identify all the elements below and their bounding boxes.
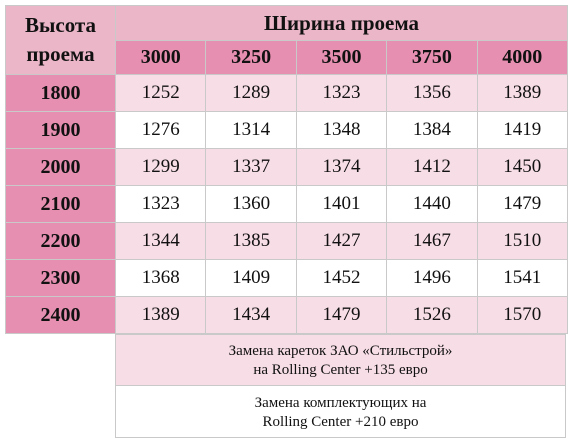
width-columns-row: 3000 3250 3500 3750 4000 xyxy=(6,40,569,75)
height-row-header: 2400 xyxy=(5,296,116,334)
notes-spacer xyxy=(5,334,115,438)
price-table: Высота проема Ширина проема 3000 3250 35… xyxy=(5,5,569,334)
note2-line1: Замена комплектующих на xyxy=(254,395,427,411)
price-cell: 1323 xyxy=(295,74,388,112)
height-row-header: 2000 xyxy=(5,148,116,186)
width-group-header: Ширина проема xyxy=(115,5,568,41)
table-row: 2200 1344 1385 1427 1467 1510 xyxy=(5,222,569,260)
price-cell: 1412 xyxy=(386,148,478,186)
price-cell: 1344 xyxy=(114,222,207,260)
price-cell: 1526 xyxy=(386,296,478,334)
price-cell: 1323 xyxy=(114,185,207,223)
price-cell: 1374 xyxy=(295,148,388,186)
height-row-header: 1800 xyxy=(5,74,116,112)
price-cell: 1409 xyxy=(205,259,297,297)
price-cell: 1570 xyxy=(476,296,569,334)
price-cell: 1541 xyxy=(476,259,569,297)
price-cell: 1389 xyxy=(114,296,207,334)
table-row: 2400 1389 1434 1479 1526 1570 xyxy=(5,296,569,334)
table-row: 1800 1252 1289 1323 1356 1389 xyxy=(5,74,569,112)
price-cell: 1419 xyxy=(476,111,569,149)
note1-line2: на Rolling Center +135 евро xyxy=(253,362,428,378)
note-carriage-replacement: Замена кареток ЗАО «Стильстрой» на Rolli… xyxy=(115,334,566,386)
price-cell: 1389 xyxy=(476,74,569,112)
note1-line1: Замена кареток ЗАО «Стильстрой» xyxy=(228,343,453,359)
price-cell: 1252 xyxy=(114,74,207,112)
width-column-header: 3250 xyxy=(205,40,297,75)
price-cell: 1467 xyxy=(386,222,478,260)
price-cell: 1356 xyxy=(386,74,478,112)
price-cell: 1434 xyxy=(205,296,297,334)
price-cell: 1479 xyxy=(295,296,388,334)
price-cell: 1368 xyxy=(114,259,207,297)
width-column-header: 3000 xyxy=(114,40,207,75)
table-row: 1900 1276 1314 1348 1384 1419 xyxy=(5,111,569,149)
price-cell: 1299 xyxy=(114,148,207,186)
price-cell: 1452 xyxy=(295,259,388,297)
price-cell: 1337 xyxy=(205,148,297,186)
price-cell: 1276 xyxy=(114,111,207,149)
price-cell: 1348 xyxy=(295,111,388,149)
price-cell: 1385 xyxy=(205,222,297,260)
width-column-header: 3500 xyxy=(295,40,388,75)
price-cell: 1401 xyxy=(295,185,388,223)
price-cell: 1450 xyxy=(476,148,569,186)
notes-block: Замена кареток ЗАО «Стильстрой» на Rolli… xyxy=(115,334,566,438)
price-cell: 1496 xyxy=(386,259,478,297)
price-cell: 1289 xyxy=(205,74,297,112)
price-cell: 1440 xyxy=(386,185,478,223)
width-column-header: 3750 xyxy=(386,40,478,75)
height-header-line2: проема xyxy=(26,42,95,66)
note2-line2: Rolling Center +210 евро xyxy=(262,414,419,430)
height-row-header: 2200 xyxy=(5,222,116,260)
price-cell: 1360 xyxy=(205,185,297,223)
table-row: 2100 1323 1360 1401 1440 1479 xyxy=(5,185,569,223)
price-cell: 1479 xyxy=(476,185,569,223)
table-row: 2000 1299 1337 1374 1412 1450 xyxy=(5,148,569,186)
price-cell: 1427 xyxy=(295,222,388,260)
height-row-header: 1900 xyxy=(5,111,116,149)
note-components-replacement: Замена комплектующих на Rolling Center +… xyxy=(115,386,566,438)
price-cell: 1384 xyxy=(386,111,478,149)
height-header-line1: Высота xyxy=(24,13,97,37)
table-row: 2300 1368 1409 1452 1496 1541 xyxy=(5,259,569,297)
height-row-header: 2100 xyxy=(5,185,116,223)
width-column-header: 4000 xyxy=(476,40,569,75)
price-cell: 1314 xyxy=(205,111,297,149)
height-header: Высота проема xyxy=(5,5,116,75)
height-row-header: 2300 xyxy=(5,259,116,297)
price-cell: 1510 xyxy=(476,222,569,260)
